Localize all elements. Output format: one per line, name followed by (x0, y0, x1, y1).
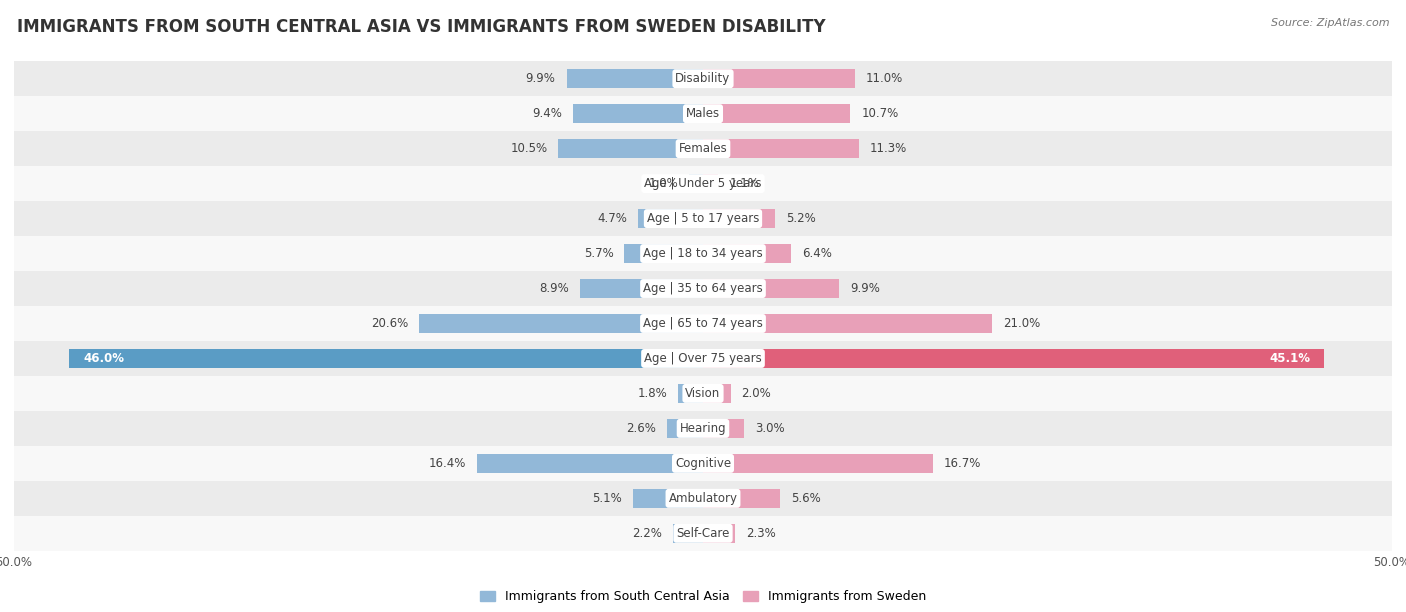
Bar (14, 376, 1392, 411)
Bar (14, 61, 1392, 96)
Bar (581, 279, 703, 298)
Bar (703, 314, 993, 333)
Legend: Immigrants from South Central Asia, Immigrants from Sweden: Immigrants from South Central Asia, Immi… (475, 585, 931, 608)
Text: Ambulatory: Ambulatory (668, 492, 738, 505)
Text: Self-Care: Self-Care (676, 527, 730, 540)
Text: Source: ZipAtlas.com: Source: ZipAtlas.com (1271, 18, 1389, 28)
Bar (668, 419, 703, 438)
Text: 2.2%: 2.2% (631, 527, 662, 540)
Text: Age | Over 75 years: Age | Over 75 years (644, 352, 762, 365)
Bar (703, 209, 775, 228)
Text: 11.0%: 11.0% (866, 72, 903, 85)
Bar (567, 69, 703, 88)
Text: 6.4%: 6.4% (803, 247, 832, 260)
Text: Age | 5 to 17 years: Age | 5 to 17 years (647, 212, 759, 225)
Text: 2.6%: 2.6% (626, 422, 657, 435)
Bar (14, 271, 1392, 306)
Bar (703, 104, 851, 123)
Text: 10.7%: 10.7% (862, 107, 898, 120)
Text: 46.0%: 46.0% (83, 352, 124, 365)
Text: 1.8%: 1.8% (637, 387, 668, 400)
Text: 9.4%: 9.4% (533, 107, 562, 120)
Text: 9.9%: 9.9% (526, 72, 555, 85)
Text: 2.3%: 2.3% (745, 527, 776, 540)
Bar (633, 489, 703, 508)
Bar (14, 96, 1392, 131)
Bar (703, 524, 735, 543)
Bar (703, 489, 780, 508)
Bar (703, 279, 839, 298)
Text: 21.0%: 21.0% (1004, 317, 1040, 330)
Text: 45.1%: 45.1% (1270, 352, 1310, 365)
Text: 2.0%: 2.0% (741, 387, 772, 400)
Text: Age | 65 to 74 years: Age | 65 to 74 years (643, 317, 763, 330)
Bar (14, 306, 1392, 341)
Bar (69, 349, 703, 368)
Text: 16.4%: 16.4% (429, 457, 465, 470)
Text: Age | Under 5 years: Age | Under 5 years (644, 177, 762, 190)
Bar (703, 174, 718, 193)
Text: 9.9%: 9.9% (851, 282, 880, 295)
Bar (703, 244, 792, 263)
Text: 5.1%: 5.1% (592, 492, 621, 505)
Text: 3.0%: 3.0% (755, 422, 785, 435)
Bar (14, 411, 1392, 446)
Bar (14, 481, 1392, 516)
Text: 4.7%: 4.7% (598, 212, 627, 225)
Text: 1.0%: 1.0% (648, 177, 678, 190)
Bar (14, 201, 1392, 236)
Text: 5.6%: 5.6% (792, 492, 821, 505)
Bar (14, 516, 1392, 551)
Text: Disability: Disability (675, 72, 731, 85)
Bar (419, 314, 703, 333)
Text: 10.5%: 10.5% (510, 142, 547, 155)
Bar (624, 244, 703, 263)
Bar (14, 341, 1392, 376)
Bar (14, 236, 1392, 271)
Bar (14, 131, 1392, 166)
Text: 5.2%: 5.2% (786, 212, 815, 225)
Bar (558, 139, 703, 159)
Bar (703, 419, 744, 438)
Bar (477, 453, 703, 473)
Text: Age | 18 to 34 years: Age | 18 to 34 years (643, 247, 763, 260)
Bar (678, 384, 703, 403)
Text: 5.7%: 5.7% (583, 247, 613, 260)
Text: Females: Females (679, 142, 727, 155)
Bar (703, 384, 731, 403)
Bar (638, 209, 703, 228)
Bar (574, 104, 703, 123)
Text: Vision: Vision (685, 387, 721, 400)
Text: 16.7%: 16.7% (945, 457, 981, 470)
Text: IMMIGRANTS FROM SOUTH CENTRAL ASIA VS IMMIGRANTS FROM SWEDEN DISABILITY: IMMIGRANTS FROM SOUTH CENTRAL ASIA VS IM… (17, 18, 825, 36)
Bar (672, 524, 703, 543)
Bar (703, 69, 855, 88)
Text: 8.9%: 8.9% (540, 282, 569, 295)
Text: Hearing: Hearing (679, 422, 727, 435)
Bar (703, 453, 934, 473)
Text: Males: Males (686, 107, 720, 120)
Text: 11.3%: 11.3% (870, 142, 907, 155)
Bar (689, 174, 703, 193)
Bar (703, 349, 1324, 368)
Bar (14, 166, 1392, 201)
Bar (703, 139, 859, 159)
Text: 1.1%: 1.1% (730, 177, 759, 190)
Text: 20.6%: 20.6% (371, 317, 408, 330)
Text: Cognitive: Cognitive (675, 457, 731, 470)
Text: Age | 35 to 64 years: Age | 35 to 64 years (643, 282, 763, 295)
Bar (14, 446, 1392, 481)
